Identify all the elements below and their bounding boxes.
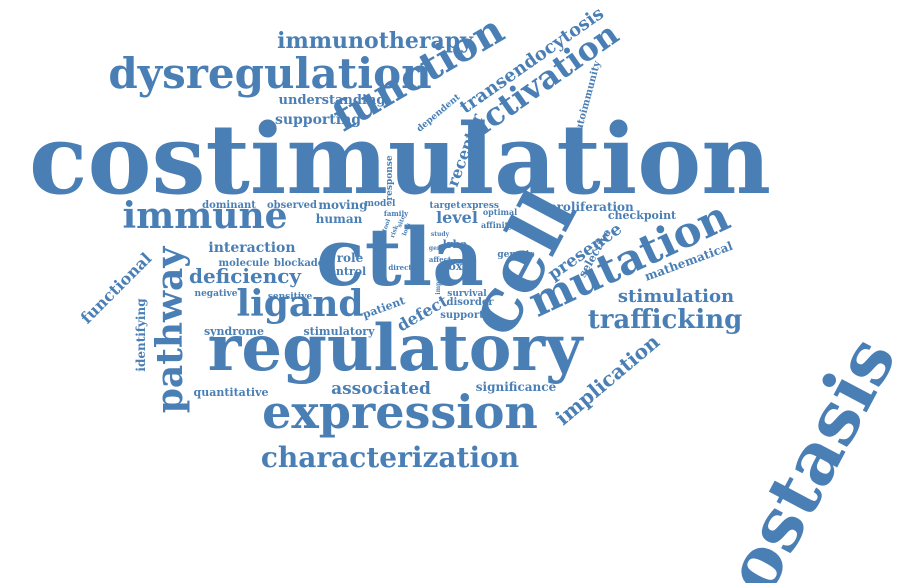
word-dominant: dominant	[202, 200, 256, 211]
word-understanding: understanding	[279, 93, 386, 108]
word-supporting: supporting	[275, 112, 361, 128]
word-observed: observed	[267, 200, 317, 211]
word-deficiency: deficiency	[189, 264, 302, 288]
word-immunotherapy: immunotherapy	[277, 28, 474, 54]
word-checkpoint: checkpoint	[608, 209, 677, 222]
word-study: study	[431, 231, 450, 238]
word-ctla: ctla	[316, 210, 484, 304]
word-immune: immune	[122, 195, 287, 237]
word-affect: affect	[429, 255, 452, 264]
word-significance: significance	[476, 380, 557, 394]
word-cloud-words: homeostasiscostimulationregulatoryctlace…	[29, 3, 900, 583]
word-gene: gene	[429, 245, 445, 252]
word-disorder: disorder	[447, 297, 495, 308]
word-loss: loss	[401, 222, 412, 237]
word-ligand: ligand	[236, 283, 363, 325]
word-support: support	[440, 310, 484, 321]
word-characterization: characterization	[261, 441, 519, 474]
word-site: site	[396, 214, 407, 228]
word-survival: survival	[447, 289, 487, 299]
word-human: human	[316, 212, 363, 226]
word-model: model	[365, 199, 397, 209]
word-risk: risk	[389, 223, 400, 238]
word-foxp: foxp	[444, 260, 471, 273]
word-syndrome: syndrome	[204, 325, 264, 338]
word-associated: associated	[331, 379, 431, 399]
word-control: control	[322, 265, 366, 278]
word-level: level	[436, 208, 478, 227]
word-express: express	[461, 201, 499, 211]
word-molecule: molecule	[219, 258, 270, 269]
word-lrba: lrba	[443, 238, 468, 251]
word-direct: direct	[388, 263, 412, 272]
word-role: role	[337, 251, 364, 265]
word-proliferation: proliferation	[548, 200, 634, 214]
word-optimal: optimal	[483, 207, 517, 217]
word-response: response	[385, 155, 395, 200]
word-pathway: pathway	[149, 246, 191, 414]
word-costimulation: costimulation	[29, 103, 771, 216]
word-stimulation: stimulation	[618, 286, 734, 307]
word-negative: negative	[195, 289, 238, 299]
word-family: family	[384, 209, 409, 218]
word-trafficking: trafficking	[588, 305, 743, 335]
word-affinity: affinity	[481, 220, 513, 230]
word-sensitive: sensitive	[268, 292, 313, 302]
word-interaction: interaction	[208, 240, 295, 256]
word-identifying: identifying	[134, 298, 148, 372]
word-regulatory: regulatory	[208, 311, 584, 386]
word-quantitative: quantitative	[194, 386, 269, 399]
word-target: target	[430, 201, 462, 211]
word-tool: tool	[381, 217, 392, 232]
word-stimulatory: stimulatory	[303, 325, 375, 338]
word-dysregulation: dysregulation	[108, 49, 431, 98]
word-genetic: genetic	[497, 250, 535, 260]
word-moving: moving	[318, 198, 368, 212]
word-impact: impact	[435, 271, 442, 294]
word-blockade: blockade	[274, 258, 324, 269]
word-expression: expression	[262, 385, 538, 439]
